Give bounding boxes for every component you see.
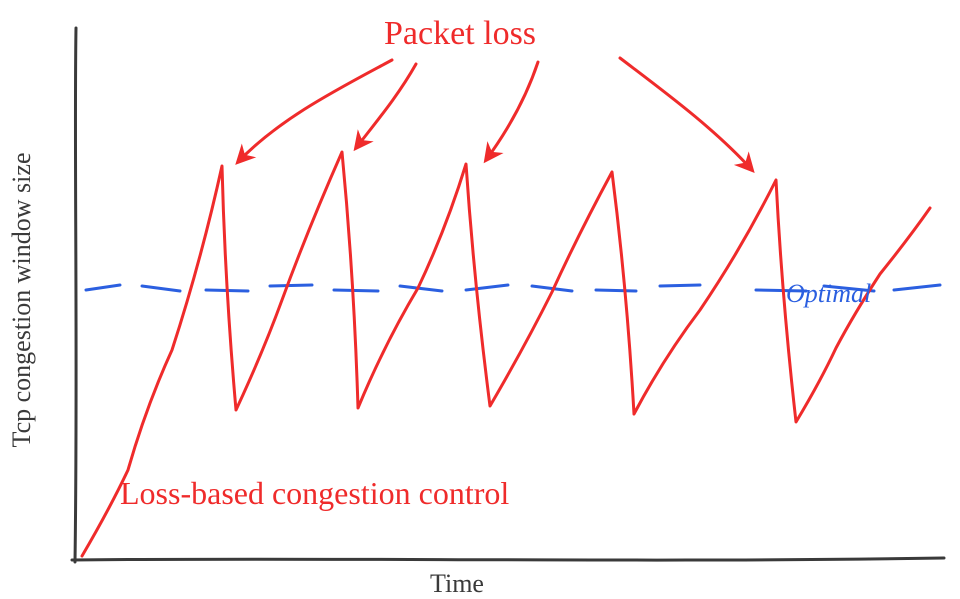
x-axis-label: Time xyxy=(430,569,484,598)
y-axis xyxy=(75,28,76,562)
tcp-congestion-diagram: Time Tcp congestion window size Loss-bas… xyxy=(0,0,960,599)
x-axis xyxy=(72,558,944,560)
y-axis-label: Tcp congestion window size xyxy=(7,153,36,448)
packet-loss-label: Packet loss xyxy=(384,15,536,52)
packet-loss-arrows xyxy=(238,58,752,170)
sawtooth-label: Loss-based congestion control xyxy=(120,475,509,511)
optimal-label: Optimal xyxy=(786,279,871,308)
